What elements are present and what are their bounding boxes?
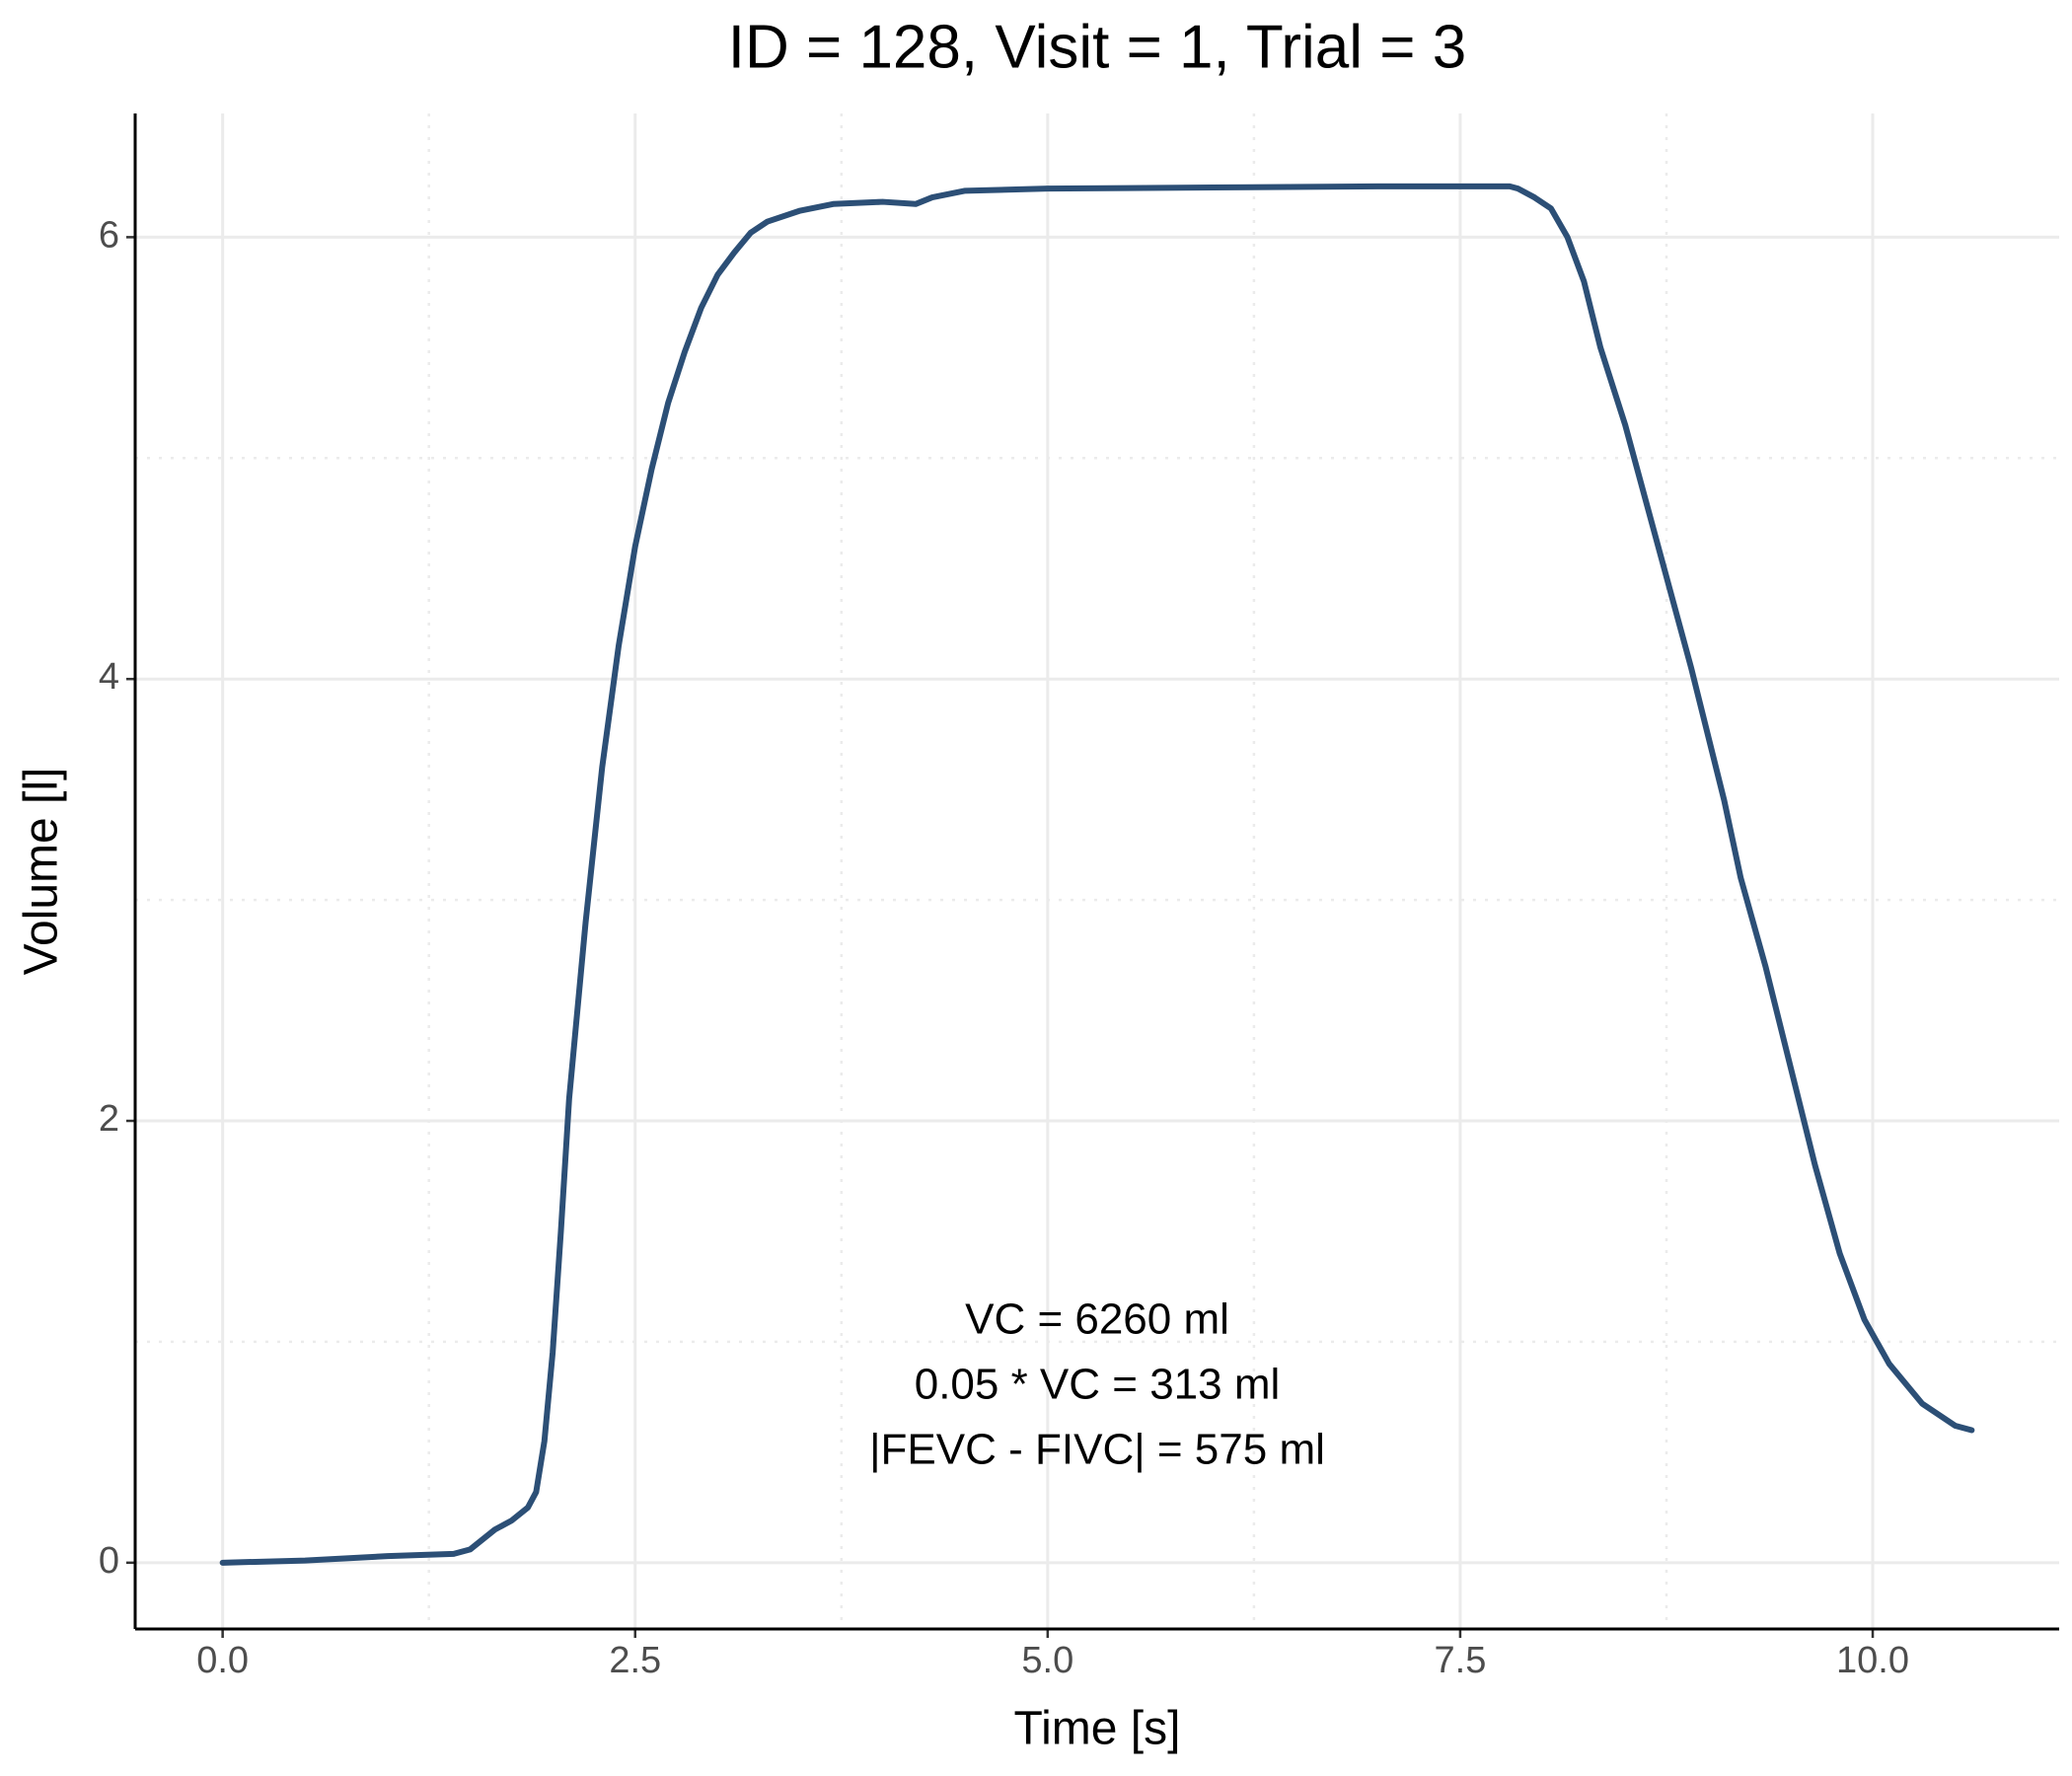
x-tick-label: 5.0 [1021,1640,1073,1681]
annotation: VC = 6260 ml [965,1295,1229,1344]
y-tick-label: 2 [99,1098,119,1140]
annotation: |FEVC - FIVC| = 575 ml [869,1426,1325,1474]
x-tick-label: 2.5 [609,1640,661,1681]
x-tick-label: 10.0 [1836,1640,1909,1681]
chart-title: ID = 128, Visit = 1, Trial = 3 [728,13,1466,81]
y-tick-label: 6 [99,214,119,256]
annotation: 0.05 * VC = 313 ml [915,1361,1281,1409]
y-axis-title: Volume [l] [16,768,68,976]
y-tick-label: 0 [99,1540,119,1582]
y-tick-label: 4 [99,656,119,698]
x-tick-label: 7.5 [1435,1640,1487,1681]
x-tick-label: 0.0 [196,1640,249,1681]
x-axis-title: Time [s] [1014,1703,1181,1755]
data-line [219,183,1975,1566]
